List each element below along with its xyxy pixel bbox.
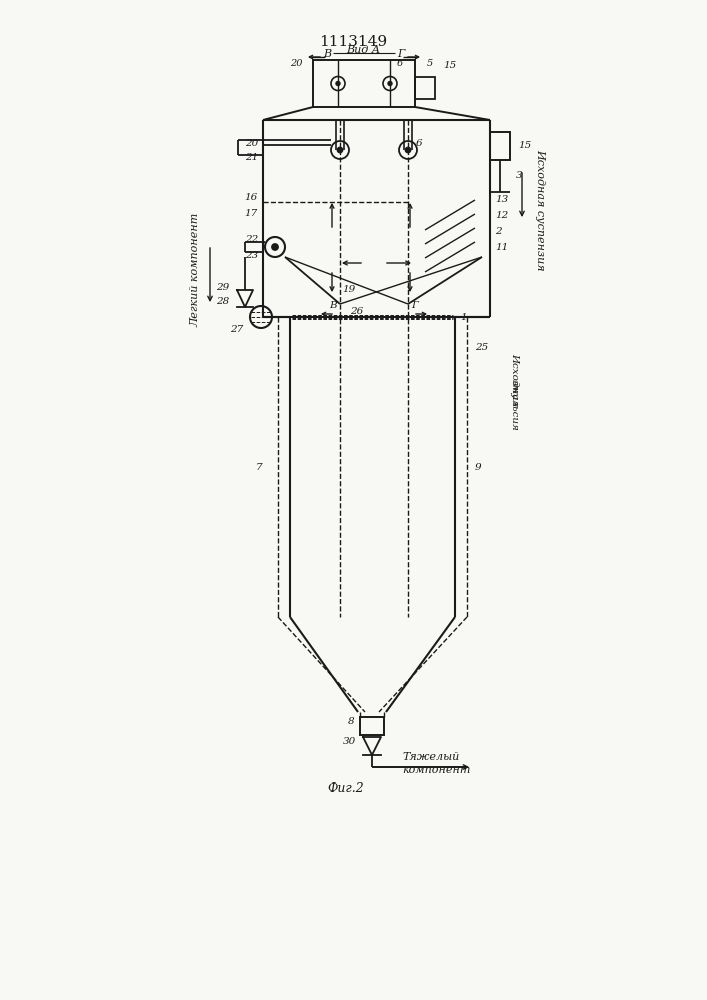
Bar: [360, 717, 384, 735]
Text: Исходная: Исходная: [510, 353, 519, 407]
Text: 22: 22: [245, 234, 258, 243]
Text: 15: 15: [518, 141, 531, 150]
Text: 3: 3: [516, 172, 522, 180]
Text: 28: 28: [216, 298, 229, 306]
Text: 1113149: 1113149: [319, 35, 387, 49]
Text: 8: 8: [347, 716, 354, 726]
Text: 21: 21: [245, 153, 258, 162]
Text: 20: 20: [245, 139, 258, 148]
Circle shape: [337, 147, 342, 152]
Text: 15: 15: [443, 62, 456, 70]
Text: Фиг.2: Фиг.2: [327, 782, 363, 796]
Text: 19: 19: [342, 284, 355, 294]
Text: эмульсия: эмульсия: [510, 379, 519, 431]
Text: В: В: [329, 302, 337, 310]
Text: 2: 2: [495, 228, 502, 236]
Text: 25: 25: [475, 342, 489, 352]
Text: Г: Г: [411, 302, 419, 310]
Text: В: В: [323, 49, 331, 59]
Text: 16: 16: [245, 194, 258, 202]
Text: 23: 23: [245, 250, 258, 259]
Text: Вид А: Вид А: [346, 45, 380, 55]
Circle shape: [406, 147, 411, 152]
Bar: [490, 132, 510, 160]
Text: Тяжелый: Тяжелый: [402, 752, 460, 762]
Circle shape: [272, 244, 278, 250]
Text: Исходная суспензия: Исходная суспензия: [535, 149, 545, 271]
Text: компонент: компонент: [402, 765, 470, 775]
Bar: [313, 60, 415, 107]
Text: 5: 5: [427, 60, 433, 68]
Text: 1: 1: [460, 312, 467, 322]
Text: 29: 29: [216, 284, 229, 292]
Text: 11: 11: [495, 243, 508, 252]
Text: 13: 13: [495, 196, 508, 205]
Text: 7: 7: [255, 462, 262, 472]
Text: 17: 17: [245, 210, 258, 219]
Text: 20: 20: [291, 60, 303, 68]
Text: Г: Г: [397, 49, 404, 59]
Text: 27: 27: [230, 324, 243, 334]
Circle shape: [388, 82, 392, 85]
Text: 9: 9: [475, 462, 481, 472]
Text: 6: 6: [397, 60, 403, 68]
Text: 12: 12: [495, 212, 508, 221]
Text: 6: 6: [416, 139, 423, 148]
Bar: [415, 77, 435, 99]
Circle shape: [337, 82, 340, 85]
Text: 26: 26: [350, 308, 363, 316]
Text: 30: 30: [343, 736, 356, 746]
Text: Легкий компонент: Легкий компонент: [190, 213, 200, 327]
